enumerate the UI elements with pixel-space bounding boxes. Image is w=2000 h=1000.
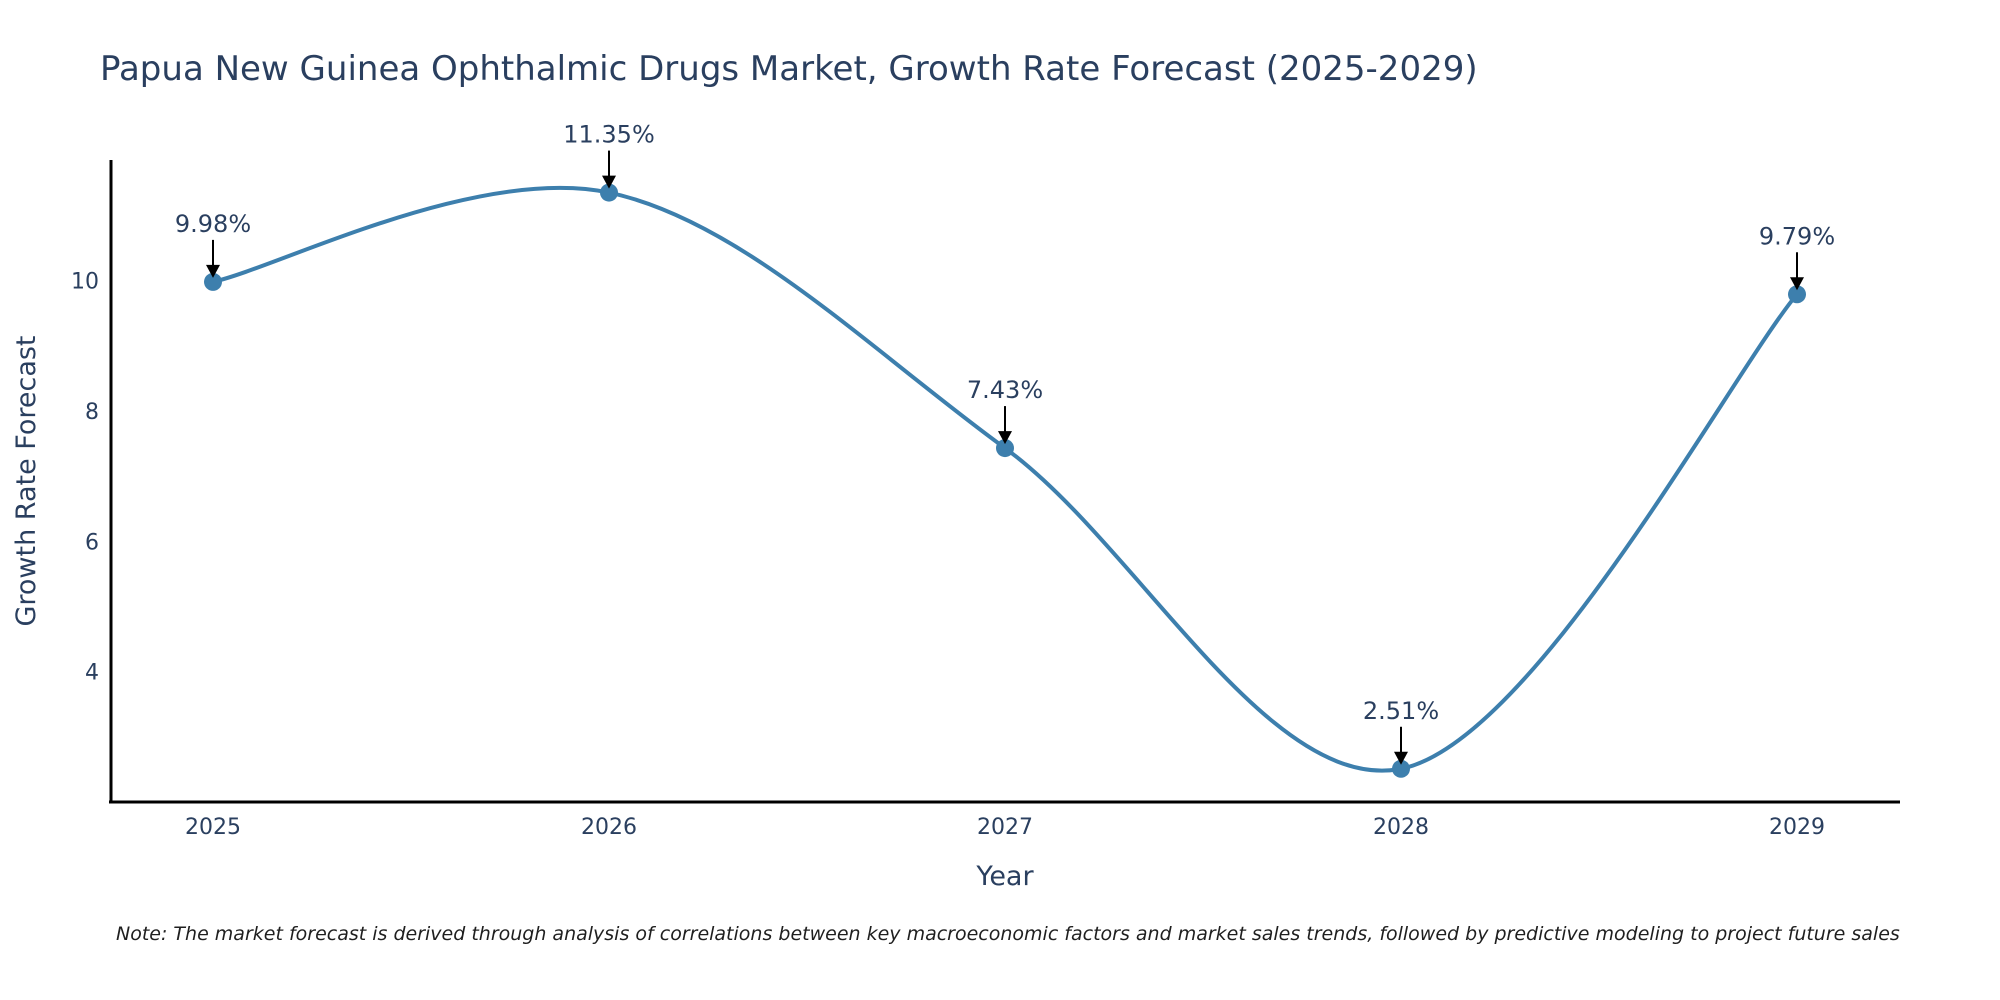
data-points [204, 183, 1806, 778]
y-axis-ticks: 4 6 8 10 [71, 270, 99, 686]
chart-note: Note: The market forecast is derived thr… [116, 923, 1900, 945]
data-label: 11.35% [563, 121, 655, 149]
data-annotation: 9.79% [1759, 222, 1835, 291]
x-tick-label: 2025 [185, 815, 241, 840]
annotation-arrowhead [998, 431, 1012, 445]
annotation-arrowhead [206, 264, 220, 278]
data-label: 9.79% [1759, 222, 1835, 250]
annotation-arrowhead [1394, 751, 1408, 765]
annotation-arrowhead [1790, 277, 1804, 291]
y-tick-label: 10 [71, 270, 99, 295]
data-annotations: 9.98% 11.35% 7.43% 2.51% 9.79% [175, 121, 1835, 765]
data-point [1392, 759, 1410, 778]
annotation-arrowhead [602, 175, 616, 189]
data-annotation: 9.98% [175, 210, 251, 278]
data-point [204, 272, 222, 291]
x-tick-label: 2026 [581, 815, 637, 840]
x-tick-label: 2029 [1769, 815, 1825, 840]
y-axis-title: Growth Rate Forecast [11, 335, 42, 626]
chart-title: Papua New Guinea Ophthalmic Drugs Market… [100, 49, 1478, 89]
data-point [996, 439, 1014, 458]
x-axis-ticks: 2025 2026 2027 2028 2029 [185, 815, 1825, 840]
data-annotation: 2.51% [1363, 697, 1439, 765]
data-label: 7.43% [967, 376, 1043, 404]
x-tick-label: 2028 [1373, 815, 1429, 840]
y-tick-label: 8 [85, 400, 99, 425]
x-axis-title: Year [975, 861, 1034, 892]
data-annotation: 11.35% [563, 121, 655, 189]
data-label: 9.98% [175, 210, 251, 238]
y-tick-label: 4 [85, 661, 99, 686]
data-label: 2.51% [1363, 697, 1439, 725]
y-tick-label: 6 [85, 530, 99, 555]
data-annotation: 7.43% [967, 376, 1043, 445]
data-point [1788, 285, 1806, 304]
data-point [600, 183, 618, 202]
x-tick-label: 2027 [977, 815, 1033, 840]
series-line [212, 186, 1799, 773]
